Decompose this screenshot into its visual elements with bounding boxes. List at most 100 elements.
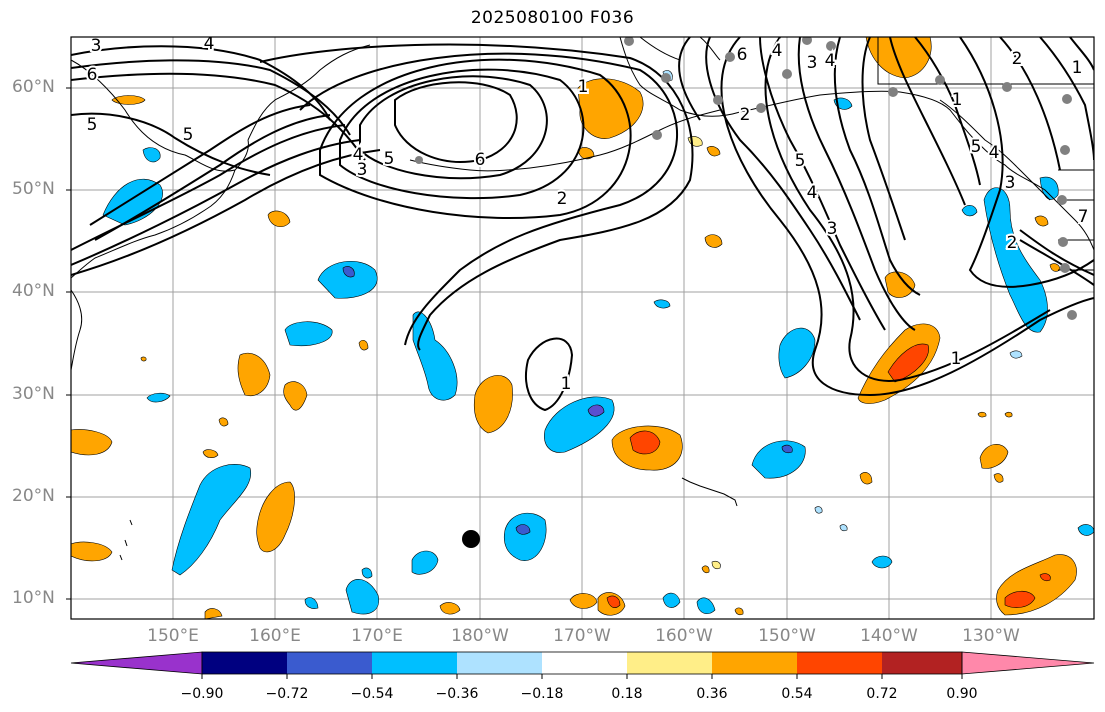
hawaii bbox=[681, 477, 738, 507]
contour-line-big bbox=[764, 37, 1051, 382]
neg-blob bbox=[412, 311, 458, 401]
pos-blob bbox=[71, 429, 113, 456]
colorbar-tick-label: −0.90 bbox=[180, 686, 224, 702]
contour-label: 4 bbox=[807, 183, 818, 203]
pos-blob bbox=[711, 560, 721, 570]
neg-blob bbox=[411, 550, 439, 575]
pos-blob bbox=[283, 381, 308, 411]
contour-label: 3 bbox=[827, 219, 838, 239]
pos-blob bbox=[887, 343, 929, 383]
colorbar-tick-label: 0.54 bbox=[781, 686, 813, 702]
colorbar-tick-label: −0.36 bbox=[435, 686, 479, 702]
contour-line bbox=[914, 37, 981, 186]
station-dot bbox=[782, 69, 792, 79]
lon-label: 130°W bbox=[962, 626, 1020, 646]
neg-blob bbox=[102, 178, 163, 226]
pos-blob bbox=[993, 473, 1004, 483]
contour-label: 3 bbox=[1005, 173, 1016, 193]
contour-ring-4 bbox=[339, 68, 585, 200]
contour-line-1 bbox=[259, 43, 694, 351]
station-dot bbox=[713, 95, 723, 105]
neg-blob bbox=[1039, 176, 1059, 200]
colorbar-cell bbox=[627, 652, 712, 674]
kamchatka-coast bbox=[247, 44, 371, 141]
station-dot bbox=[1067, 310, 1077, 320]
colorbar-cell bbox=[882, 652, 962, 674]
neg-blob bbox=[839, 524, 848, 532]
contour-label: 5 bbox=[384, 149, 395, 169]
pos-blob bbox=[204, 608, 223, 619]
graticule bbox=[71, 37, 1094, 619]
colorbar-cell bbox=[797, 652, 882, 674]
station-dot bbox=[1060, 263, 1070, 273]
contour-label: 6 bbox=[87, 65, 98, 85]
contour-line bbox=[71, 72, 366, 161]
pos-blob bbox=[734, 607, 744, 616]
colorbar-frame bbox=[201, 651, 963, 675]
station-dot bbox=[1057, 195, 1067, 205]
neg-blob bbox=[361, 567, 373, 579]
contour-line-big bbox=[1039, 37, 1094, 161]
colorbar-tick-label: 0.36 bbox=[696, 686, 728, 702]
lon-label: 140°W bbox=[860, 626, 918, 646]
colorbar-extend-low bbox=[70, 651, 203, 675]
contour-line bbox=[861, 37, 906, 241]
contour-label: 3 bbox=[91, 36, 102, 56]
contour-label: 4 bbox=[772, 41, 783, 61]
contour-label: 4 bbox=[204, 34, 215, 54]
contour-line bbox=[833, 37, 921, 296]
neg-blob bbox=[304, 597, 319, 609]
neg-blob bbox=[662, 592, 681, 608]
stations bbox=[415, 37, 1077, 320]
lon-label: 160°E bbox=[249, 626, 301, 646]
lon-label: 150°W bbox=[758, 626, 816, 646]
contour-line bbox=[71, 124, 346, 251]
station-dot bbox=[1062, 94, 1072, 104]
colorbar-tick-label: −0.72 bbox=[265, 686, 309, 702]
axis-ticks bbox=[66, 87, 71, 600]
neg-blob bbox=[983, 187, 1048, 333]
lon-label: 150°E bbox=[147, 626, 199, 646]
lon-label: 170°E bbox=[351, 626, 403, 646]
contour-line bbox=[89, 104, 311, 226]
contour-label: 1 bbox=[1072, 58, 1083, 78]
pos-blob bbox=[977, 411, 987, 418]
pos-blob bbox=[218, 417, 229, 427]
pos-blob bbox=[1004, 411, 1013, 418]
neg-blob bbox=[342, 266, 355, 278]
lat-label: 60°N bbox=[12, 77, 55, 97]
contour-line bbox=[1069, 37, 1094, 71]
pos-blob bbox=[267, 210, 291, 228]
station-dot bbox=[756, 103, 766, 113]
neg-blob bbox=[317, 261, 378, 299]
station-dot bbox=[935, 75, 945, 85]
station-dot bbox=[624, 37, 634, 46]
neg-blob bbox=[871, 555, 893, 569]
lat-label: 40°N bbox=[12, 281, 55, 301]
pos-blob bbox=[237, 352, 271, 396]
neg-blob bbox=[142, 147, 161, 163]
station-dot bbox=[652, 130, 662, 140]
station-dot bbox=[415, 156, 423, 164]
contour-ring-5 bbox=[359, 75, 548, 180]
pos-blob bbox=[140, 356, 147, 362]
contour-label: 1 bbox=[952, 90, 963, 110]
lon-label: 170°W bbox=[553, 626, 611, 646]
contour-line bbox=[705, 37, 861, 321]
colorbar-tick-label: −0.18 bbox=[520, 686, 564, 702]
contour-label: 2 bbox=[1012, 49, 1023, 69]
pos-blob bbox=[629, 430, 661, 455]
neg-blob bbox=[515, 524, 531, 535]
map-frame bbox=[70, 36, 1095, 620]
contour-label: 1 bbox=[578, 77, 589, 97]
aleutians bbox=[409, 109, 721, 172]
contour-label: 6 bbox=[737, 45, 748, 65]
alaska-interior bbox=[639, 37, 721, 61]
neg-blob bbox=[781, 444, 793, 454]
positive-anomalies bbox=[71, 37, 1077, 619]
contour-label: 1 bbox=[561, 374, 572, 394]
station-dot bbox=[661, 73, 671, 83]
canada-coast bbox=[939, 99, 1051, 201]
contour-line bbox=[889, 37, 966, 206]
typhoon-marker bbox=[462, 530, 480, 548]
